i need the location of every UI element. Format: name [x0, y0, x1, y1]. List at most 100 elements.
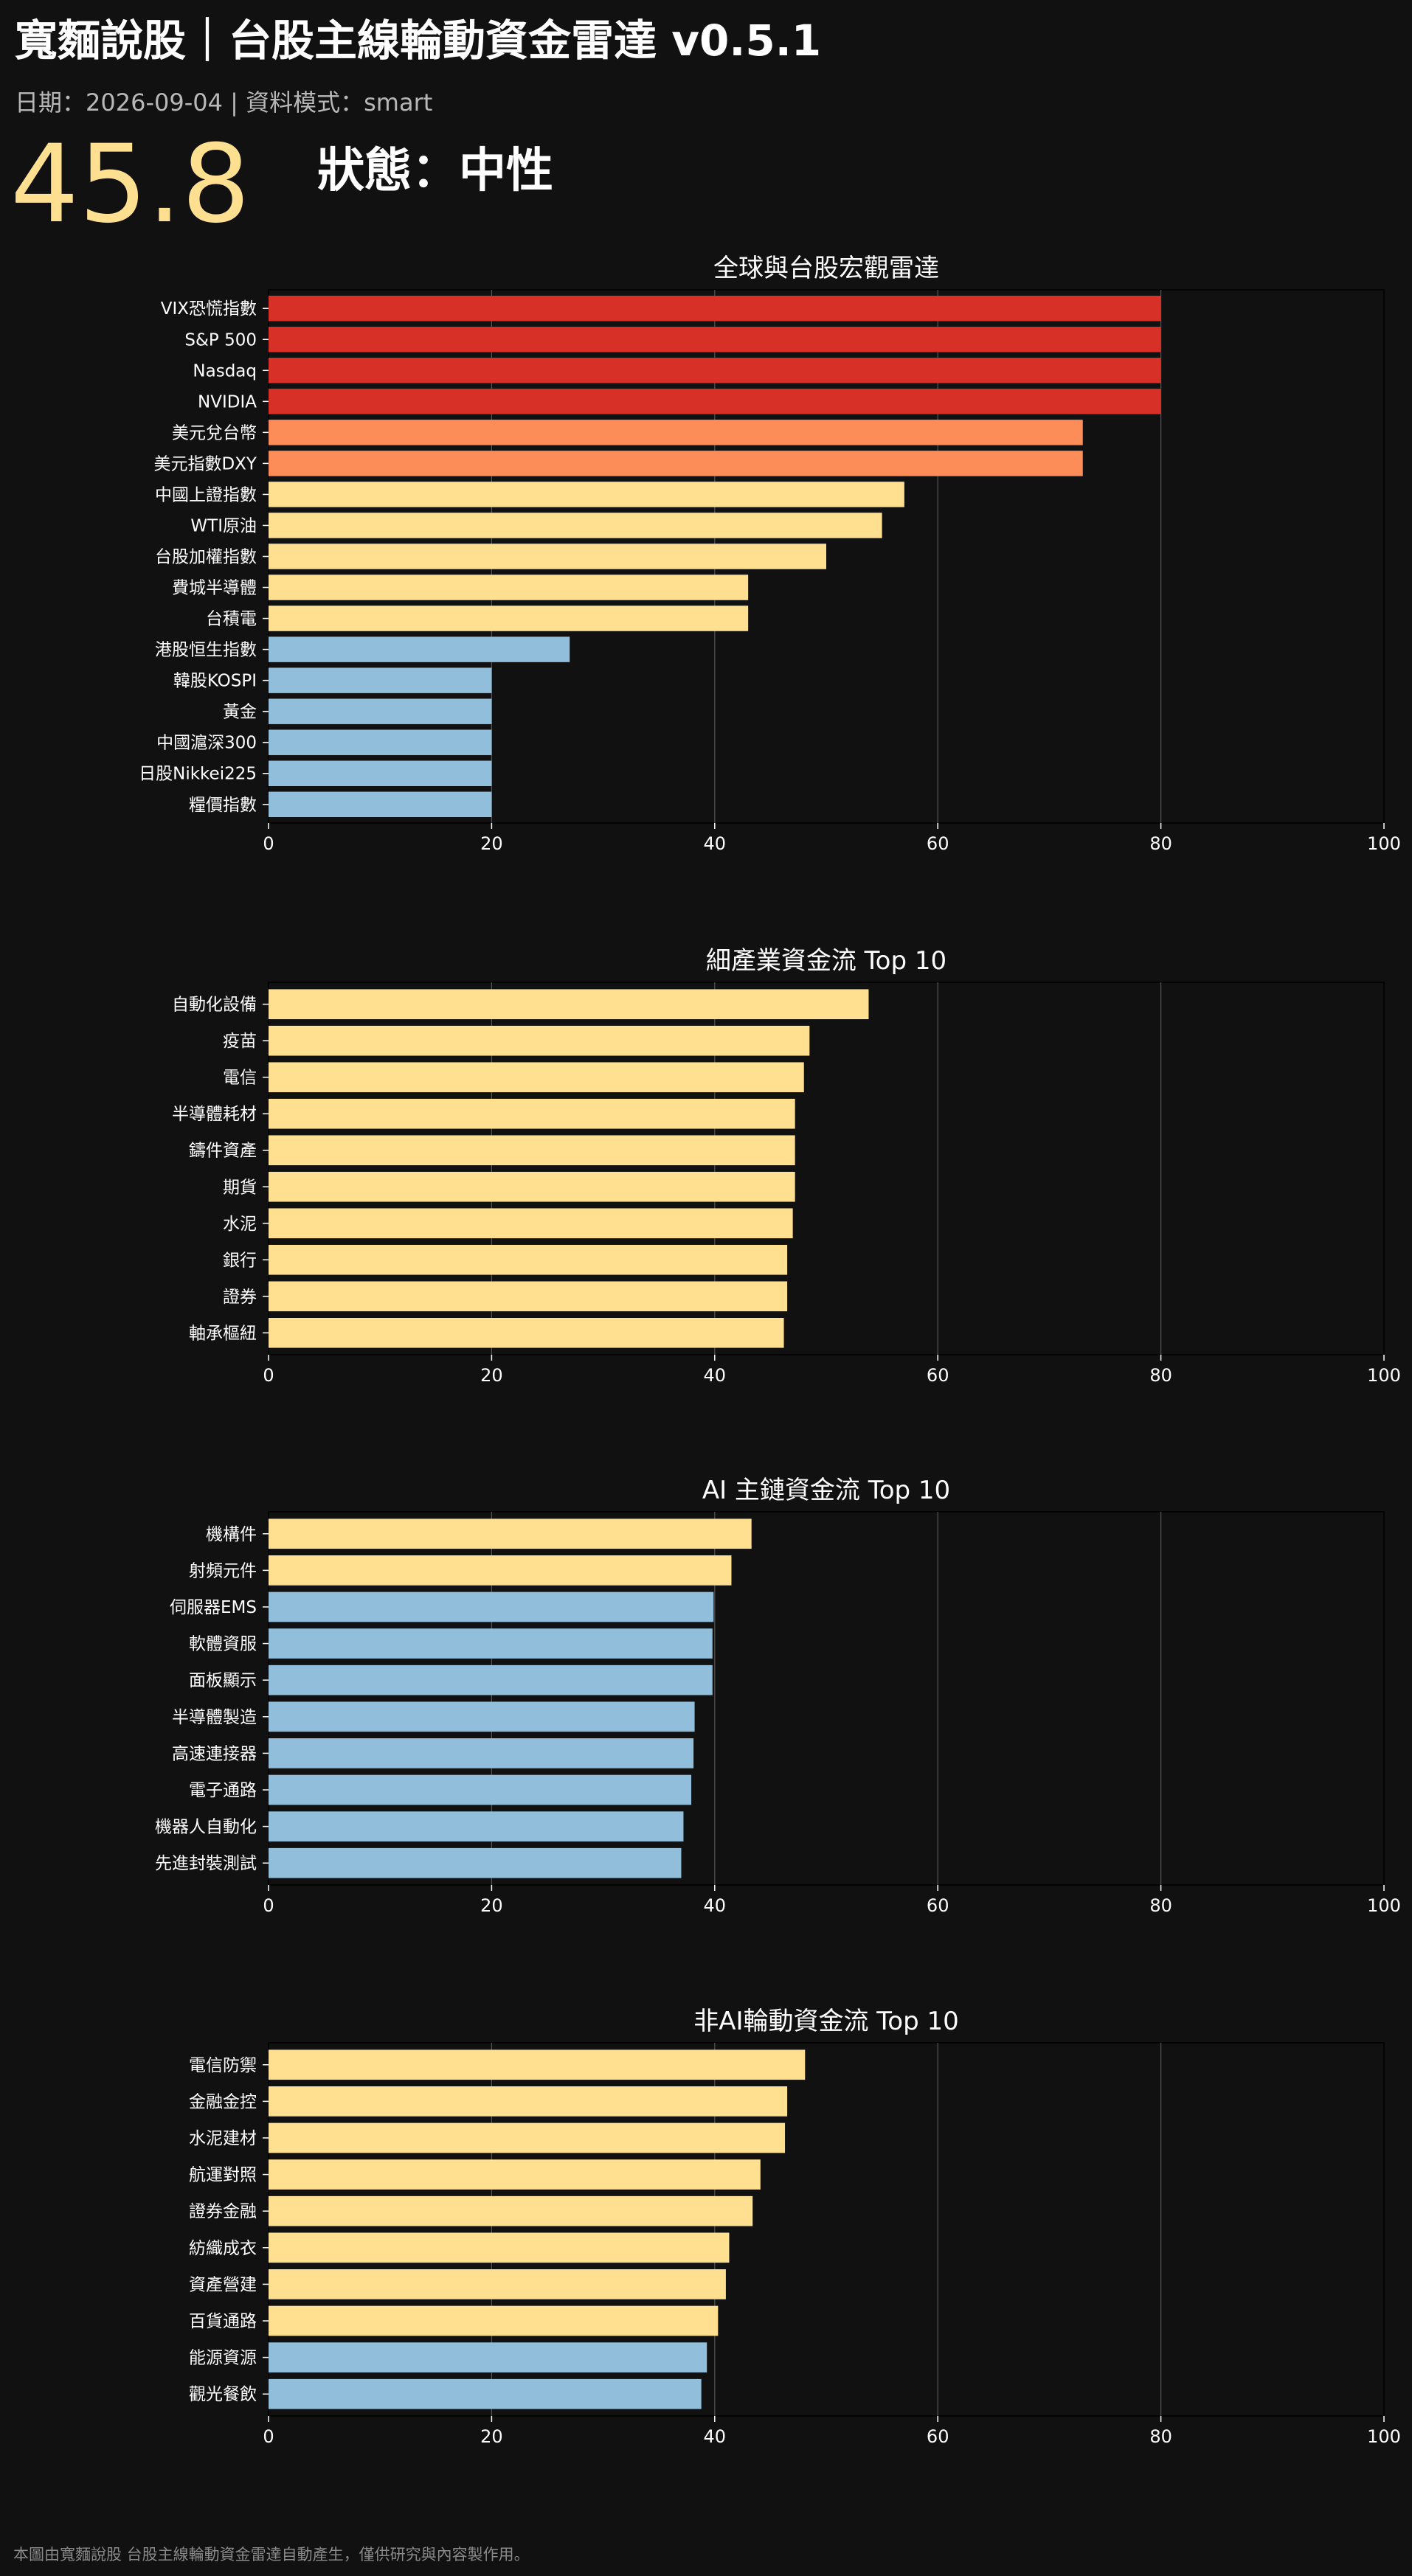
bar [269, 1591, 714, 1622]
chart-title: AI 主鏈資金流 Top 10 [702, 1476, 950, 1505]
footer-note: 本圖由寬麵說股 台股主線輪動資金雷達自動產生，僅供研究與內容製作用。 [13, 2546, 530, 2563]
bar [269, 482, 904, 507]
x-tick-label: 0 [263, 2426, 274, 2447]
bar [269, 698, 492, 724]
y-tick-label: 高速連接器 [172, 1744, 257, 1763]
y-tick-label: 軟體資服 [189, 1635, 257, 1654]
bar [269, 1135, 795, 1166]
y-tick-label: 百貨通路 [189, 2312, 257, 2331]
bar [269, 636, 570, 662]
chart-title: 細產業資金流 Top 10 [706, 946, 946, 976]
page-title: 寬麵說股｜台股主線輪動資金雷達 v0.5.1 [15, 15, 822, 66]
y-tick-label: 期貨 [223, 1178, 257, 1197]
bar [269, 1208, 793, 1239]
y-tick-label: 中國上證指數 [155, 485, 257, 504]
y-tick-label: 美元兌台幣 [172, 423, 257, 442]
bar [269, 2086, 788, 2117]
y-tick-label: 金融金控 [189, 2092, 257, 2111]
mode-label: 資料模式： [246, 88, 364, 117]
chart-title: 非AI輪動資金流 Top 10 [693, 2007, 959, 2036]
x-tick-label: 20 [480, 1895, 503, 1916]
y-tick-label: 日股Nikkei225 [139, 765, 257, 784]
plot-frame [268, 1511, 1385, 1886]
bar [269, 1317, 784, 1348]
x-tick-label: 60 [927, 833, 949, 854]
x-tick-label: 0 [263, 833, 274, 854]
x-tick-label: 40 [704, 1895, 727, 1916]
state-label: 狀態 [317, 144, 412, 198]
bar [269, 295, 1161, 322]
y-tick-label: VIX恐慌指數 [161, 299, 257, 319]
chart-3: AI 主鏈資金流 Top 10 0 20 40 60 80 100 機構件射頻元件伺服器EMS… [155, 1476, 1401, 1916]
bar [269, 729, 492, 755]
bar [269, 1738, 694, 1768]
x-tick-label: 100 [1367, 1365, 1401, 1386]
y-tick-label: S&P 500 [184, 330, 257, 350]
y-tick-label: 機構件 [206, 1525, 257, 1544]
bar [269, 1847, 682, 1878]
bar [269, 1062, 804, 1093]
y-tick-label: 資產營建 [189, 2275, 257, 2294]
bar [269, 1244, 788, 1275]
bar [269, 2195, 753, 2226]
y-tick-label: 自動化設備 [172, 996, 257, 1015]
x-tick-label: 0 [263, 1895, 274, 1916]
bar [269, 544, 826, 569]
y-tick-label: 伺服器EMS [170, 1598, 257, 1617]
y-tick-label: 中國滬深300 [156, 734, 257, 753]
date-value: 2026-09-04 [86, 88, 223, 117]
y-tick-label: 航運對照 [189, 2166, 257, 2185]
x-tick-label: 100 [1367, 1895, 1401, 1916]
bar [269, 1811, 684, 1841]
x-tick-label: 60 [927, 1895, 949, 1916]
y-tick-label: 台積電 [206, 610, 257, 629]
y-tick-label: 射頻元件 [189, 1561, 257, 1580]
x-tick-label: 40 [704, 1365, 727, 1386]
y-tick-label: 水泥 [223, 1215, 257, 1234]
y-tick-label: 美元指數DXY [153, 454, 257, 473]
y-tick-label: 先進封裝測試 [155, 1854, 257, 1873]
chart-title: 全球與台股宏觀雷達 [713, 254, 939, 283]
bar [269, 1664, 713, 1695]
meta-separator: | [222, 88, 246, 117]
plot-frame [268, 982, 1385, 1355]
bar [269, 420, 1083, 445]
x-tick-label: 80 [1149, 1365, 1172, 1386]
y-tick-label: 水泥建材 [189, 2129, 257, 2148]
bar [269, 574, 749, 600]
y-tick-label: 電信 [223, 1069, 257, 1088]
y-tick-label: 黃金 [223, 703, 257, 722]
bar [269, 1281, 788, 1312]
y-tick-label: 機器人自動化 [155, 1818, 257, 1837]
bar [269, 1774, 692, 1805]
state-value: 中性 [459, 144, 553, 198]
state-line: 狀態：中性 [317, 133, 553, 201]
bar [269, 1628, 713, 1659]
y-tick-label: 電信防禦 [189, 2056, 257, 2075]
x-tick-label: 80 [1149, 1895, 1172, 1916]
y-tick-label: 銀行 [223, 1251, 257, 1270]
y-tick-label: 糧價指數 [189, 796, 257, 815]
y-tick-label: 觀光餐飲 [189, 2385, 257, 2404]
x-tick-label: 100 [1367, 833, 1401, 854]
y-tick-label: 電子通路 [189, 1781, 257, 1800]
bar [269, 358, 1161, 383]
chart-1: 全球與台股宏觀雷達 0 20 40 60 80 100 VIX恐慌指數 S&P 500 Nasda… [139, 254, 1401, 854]
bar [269, 2342, 707, 2372]
chart-4: 非AI輪動資金流 Top 10 0 20 40 60 80 100 電信防禦金融金控水泥建材航… [189, 2007, 1401, 2447]
y-tick-label: 費城半導體 [172, 579, 257, 598]
bar [269, 791, 492, 818]
bar [269, 451, 1083, 476]
bar [269, 1518, 752, 1549]
bar [269, 2122, 786, 2153]
chart-2: 細產業資金流 Top 10 0 20 40 60 80 100 自動化設備疫苗電信半導體耗材鑄… [172, 946, 1401, 1386]
y-tick-label: 韓股KOSPI [173, 672, 257, 691]
x-tick-label: 0 [263, 1365, 274, 1386]
bar [269, 1098, 795, 1129]
bar [269, 2049, 806, 2080]
bar [269, 2232, 730, 2263]
y-tick-label: 鑄件資產 [189, 1142, 257, 1161]
y-tick-label: 軸承樞紐 [189, 1324, 257, 1343]
bar [269, 1025, 810, 1056]
